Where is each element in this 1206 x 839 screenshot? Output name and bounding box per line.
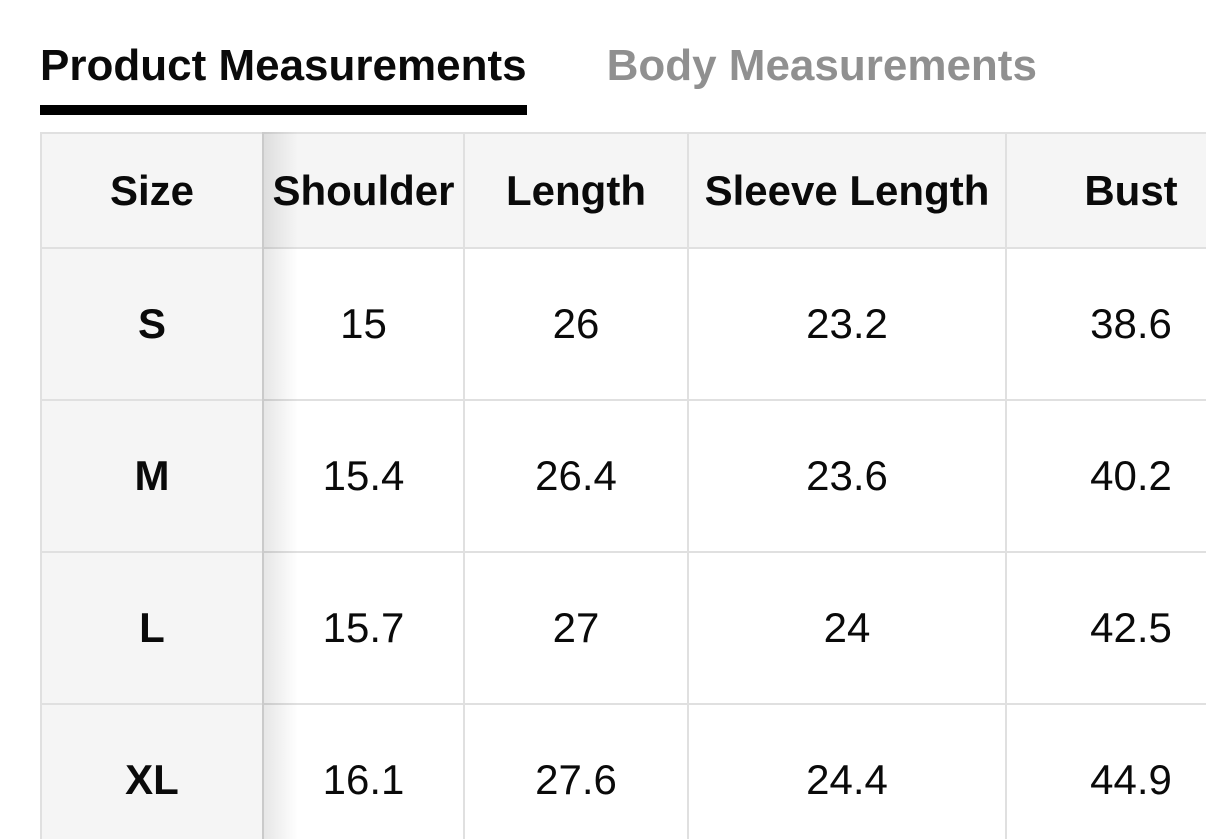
table-header-row: Size Shoulder Length Sleeve Length Bust <box>40 132 1206 249</box>
measurement-cell: 42.5 <box>1005 551 1206 705</box>
measurement-cell: 44.9 <box>1005 703 1206 839</box>
table-row: S 15 26 23.2 38.6 <box>40 247 1206 401</box>
measurement-cell: 24.4 <box>687 703 1007 839</box>
measurement-cell: 16.1 <box>262 703 465 839</box>
col-header-length: Length <box>463 132 689 249</box>
col-header-shoulder: Shoulder <box>262 132 465 249</box>
measurement-cell: 27.6 <box>463 703 689 839</box>
col-header-bust: Bust <box>1005 132 1206 249</box>
measurement-cell: 23.2 <box>687 247 1007 401</box>
tab-body-measurements[interactable]: Body Measurements <box>606 41 1037 90</box>
measurement-cell: 15 <box>262 247 465 401</box>
table-row: XL 16.1 27.6 24.4 44.9 <box>40 703 1206 839</box>
measurement-cell: 24 <box>687 551 1007 705</box>
size-value-cell: L <box>40 551 264 705</box>
size-table: Size Shoulder Length Sleeve Length Bust … <box>40 132 1206 839</box>
measurement-cell: 15.7 <box>262 551 465 705</box>
col-header-size: Size <box>40 132 264 249</box>
measurement-cell: 38.6 <box>1005 247 1206 401</box>
table-row: M 15.4 26.4 23.6 40.2 <box>40 399 1206 553</box>
measurement-cell: 26 <box>463 247 689 401</box>
measurement-cell: 23.6 <box>687 399 1007 553</box>
measurement-cell: 26.4 <box>463 399 689 553</box>
measurement-tabs: Product Measurements Body Measurements <box>40 38 1037 115</box>
measurement-cell: 15.4 <box>262 399 465 553</box>
col-header-sleeve-length: Sleeve Length <box>687 132 1007 249</box>
size-value-cell: S <box>40 247 264 401</box>
size-value-cell: XL <box>40 703 264 839</box>
measurement-cell: 27 <box>463 551 689 705</box>
tab-product-measurements[interactable]: Product Measurements <box>40 38 527 115</box>
measurement-cell: 40.2 <box>1005 399 1206 553</box>
size-value-cell: M <box>40 399 264 553</box>
size-table-scroll-container[interactable]: Size Shoulder Length Sleeve Length Bust … <box>40 132 1206 839</box>
table-row: L 15.7 27 24 42.5 <box>40 551 1206 705</box>
